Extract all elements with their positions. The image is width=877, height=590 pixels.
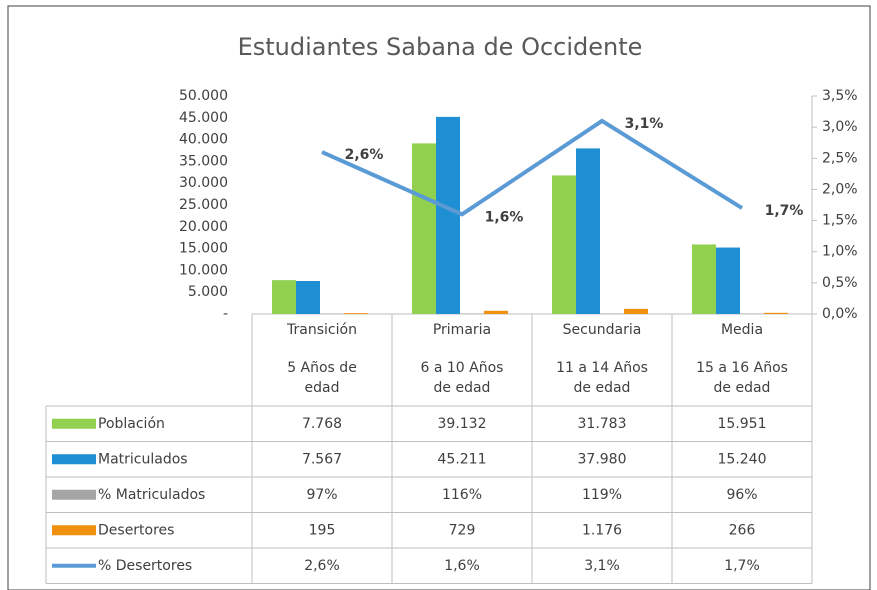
- y2-tick-label: 1,0%: [822, 244, 858, 260]
- legend-label: % Desertores: [98, 558, 192, 574]
- bar: [552, 175, 576, 314]
- bar: [460, 313, 484, 314]
- x-tick-label: Secundaria: [563, 322, 642, 338]
- bar: [484, 310, 508, 314]
- y-tick-label: 5.000: [188, 284, 228, 300]
- table-cell: 729: [449, 522, 476, 538]
- x-sub-label: de edad: [574, 380, 631, 396]
- x-sub-label: de edad: [434, 380, 491, 396]
- bar: [344, 313, 368, 314]
- x-sub-label: 11 a 14 Años: [556, 360, 648, 376]
- line: [321, 118, 744, 217]
- data-label: 2,6%: [345, 147, 384, 163]
- y-tick-label: 50.000: [179, 88, 228, 104]
- bar: [692, 244, 716, 314]
- bar: [624, 308, 648, 314]
- table-cell: 3,1%: [584, 558, 620, 574]
- table-cell: 266: [729, 522, 756, 538]
- x-sub-label: 15 a 16 Años: [696, 360, 788, 376]
- x-tick-label: Primaria: [433, 322, 491, 338]
- bar: [272, 280, 296, 314]
- table-cell: 116%: [442, 487, 482, 503]
- bar: [412, 143, 436, 314]
- x-tick-label: Transición: [286, 322, 357, 338]
- legend-label: Matriculados: [98, 451, 188, 467]
- y-tick-label: 30.000: [179, 175, 228, 191]
- table-cell: 1,7%: [724, 558, 760, 574]
- table-cell: 45.211: [438, 451, 487, 467]
- y2-tick-label: 3,0%: [822, 119, 858, 135]
- y-tick-label: 15.000: [179, 241, 228, 257]
- table-cell: 31.783: [578, 416, 627, 432]
- x-tick-label: Media: [721, 322, 763, 338]
- bar: [600, 313, 624, 314]
- table-cell: 15.240: [718, 451, 767, 467]
- y-tick-label: 20.000: [179, 219, 228, 235]
- y-tick-label: -: [223, 306, 228, 322]
- x-sub-label: 6 a 10 Años: [421, 360, 504, 376]
- bar: [576, 148, 600, 314]
- table-cell: 39.132: [438, 416, 487, 432]
- data-label: 3,1%: [625, 116, 664, 132]
- x-sub-label: 5 Años de: [287, 360, 357, 376]
- legend-key: [52, 489, 96, 500]
- y2-tick-label: 2,0%: [822, 181, 858, 197]
- table-cell: 97%: [306, 487, 337, 503]
- legend-key: [52, 418, 96, 429]
- table-cell: 96%: [726, 487, 757, 503]
- y2-tick-label: 0,0%: [822, 306, 858, 322]
- y-tick-label: 40.000: [179, 132, 228, 148]
- table-cell: 1.176: [582, 522, 622, 538]
- table-cell: 1,6%: [444, 558, 480, 574]
- data-label: 1,7%: [765, 203, 804, 219]
- chart-title: Estudiantes Sabana de Occidente: [238, 33, 643, 61]
- y-tick-label: 45.000: [179, 110, 228, 126]
- table-cell: 37.980: [578, 451, 627, 467]
- bar: [764, 312, 788, 314]
- x-sub-label: de edad: [714, 380, 771, 396]
- legend-key: [52, 525, 96, 536]
- legend-key: [52, 454, 96, 465]
- bar: [296, 281, 320, 314]
- table-cell: 15.951: [718, 416, 767, 432]
- table-cell: 2,6%: [304, 558, 340, 574]
- data-label: 1,6%: [485, 209, 524, 225]
- table-cell: 7.768: [302, 416, 342, 432]
- legend-label: Desertores: [98, 522, 174, 538]
- y-tick-label: 35.000: [179, 153, 228, 169]
- y2-tick-label: 0,5%: [822, 275, 858, 291]
- y2-tick-label: 1,5%: [822, 213, 858, 229]
- legend-label: % Matriculados: [98, 487, 205, 503]
- bar: [716, 247, 740, 314]
- y-tick-label: 10.000: [179, 262, 228, 278]
- bar: [436, 116, 460, 315]
- y2-tick-label: 3,5%: [822, 88, 858, 104]
- x-sub-label: edad: [305, 380, 340, 396]
- y2-tick-label: 2,5%: [822, 150, 858, 166]
- y-tick-label: 25.000: [179, 197, 228, 213]
- table-cell: 119%: [582, 487, 622, 503]
- legend-label: Población: [98, 416, 165, 432]
- table-cell: 7.567: [302, 451, 342, 467]
- table-cell: 195: [309, 522, 336, 538]
